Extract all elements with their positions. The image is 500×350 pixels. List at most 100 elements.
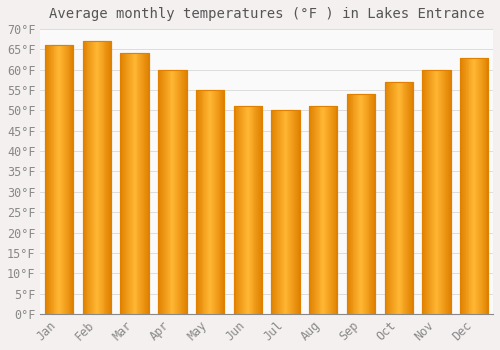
Bar <box>141 54 142 314</box>
Bar <box>176 70 177 314</box>
Bar <box>404 82 406 314</box>
Bar <box>424 70 425 314</box>
Bar <box>120 54 122 314</box>
Bar <box>354 94 356 314</box>
Bar <box>366 94 368 314</box>
Bar <box>49 46 50 314</box>
Bar <box>280 111 281 314</box>
Bar <box>60 46 61 314</box>
Bar <box>168 70 170 314</box>
Bar <box>136 54 138 314</box>
Bar <box>164 70 165 314</box>
Bar <box>163 70 164 314</box>
Bar <box>392 82 393 314</box>
Bar <box>331 106 332 314</box>
Bar <box>202 90 203 314</box>
Bar <box>400 82 402 314</box>
Bar <box>70 46 72 314</box>
Bar <box>312 106 313 314</box>
Bar <box>390 82 391 314</box>
Bar <box>293 111 294 314</box>
Bar <box>124 54 125 314</box>
Bar <box>463 57 464 314</box>
Bar <box>249 106 250 314</box>
Bar <box>362 94 363 314</box>
Bar <box>448 70 450 314</box>
Bar <box>445 70 446 314</box>
Bar <box>332 106 334 314</box>
Bar <box>356 94 357 314</box>
Bar <box>142 54 143 314</box>
Bar <box>258 106 259 314</box>
Bar <box>161 70 162 314</box>
Bar <box>90 41 91 314</box>
Bar <box>393 82 394 314</box>
Bar <box>363 94 364 314</box>
Bar <box>256 106 257 314</box>
Bar <box>143 54 144 314</box>
Bar <box>166 70 168 314</box>
Bar <box>396 82 397 314</box>
Bar <box>134 54 136 314</box>
Bar <box>460 57 488 314</box>
Bar <box>446 70 447 314</box>
Bar <box>88 41 90 314</box>
Bar <box>318 106 320 314</box>
Bar <box>182 70 184 314</box>
Bar <box>326 106 327 314</box>
Bar <box>365 94 366 314</box>
Bar <box>138 54 140 314</box>
Bar <box>93 41 94 314</box>
Bar <box>222 90 224 314</box>
Bar <box>218 90 220 314</box>
Bar <box>162 70 163 314</box>
Bar <box>412 82 413 314</box>
Bar <box>45 46 74 314</box>
Bar <box>242 106 243 314</box>
Bar <box>61 46 62 314</box>
Bar <box>122 54 124 314</box>
Bar <box>47 46 48 314</box>
Bar <box>126 54 127 314</box>
Bar <box>394 82 395 314</box>
Bar <box>99 41 100 314</box>
Bar <box>486 57 488 314</box>
Bar <box>206 90 208 314</box>
Bar <box>158 70 186 314</box>
Bar <box>282 111 284 314</box>
Bar <box>427 70 428 314</box>
Bar <box>243 106 244 314</box>
Bar <box>480 57 481 314</box>
Bar <box>472 57 473 314</box>
Bar <box>180 70 181 314</box>
Bar <box>240 106 241 314</box>
Bar <box>54 46 56 314</box>
Bar <box>460 57 488 314</box>
Bar <box>96 41 97 314</box>
Bar <box>98 41 99 314</box>
Bar <box>234 106 236 314</box>
Bar <box>158 70 186 314</box>
Bar <box>209 90 210 314</box>
Bar <box>359 94 360 314</box>
Title: Average monthly temperatures (°F ) in Lakes Entrance: Average monthly temperatures (°F ) in La… <box>49 7 484 21</box>
Bar <box>291 111 292 314</box>
Bar <box>309 106 310 314</box>
Bar <box>257 106 258 314</box>
Bar <box>350 94 352 314</box>
Bar <box>48 46 49 314</box>
Bar <box>179 70 180 314</box>
Bar <box>290 111 291 314</box>
Bar <box>145 54 146 314</box>
Bar <box>482 57 484 314</box>
Bar <box>272 111 299 314</box>
Bar <box>131 54 132 314</box>
Bar <box>473 57 474 314</box>
Bar <box>59 46 60 314</box>
Bar <box>204 90 206 314</box>
Bar <box>247 106 248 314</box>
Bar <box>102 41 104 314</box>
Bar <box>474 57 475 314</box>
Bar <box>84 41 86 314</box>
Bar <box>127 54 128 314</box>
